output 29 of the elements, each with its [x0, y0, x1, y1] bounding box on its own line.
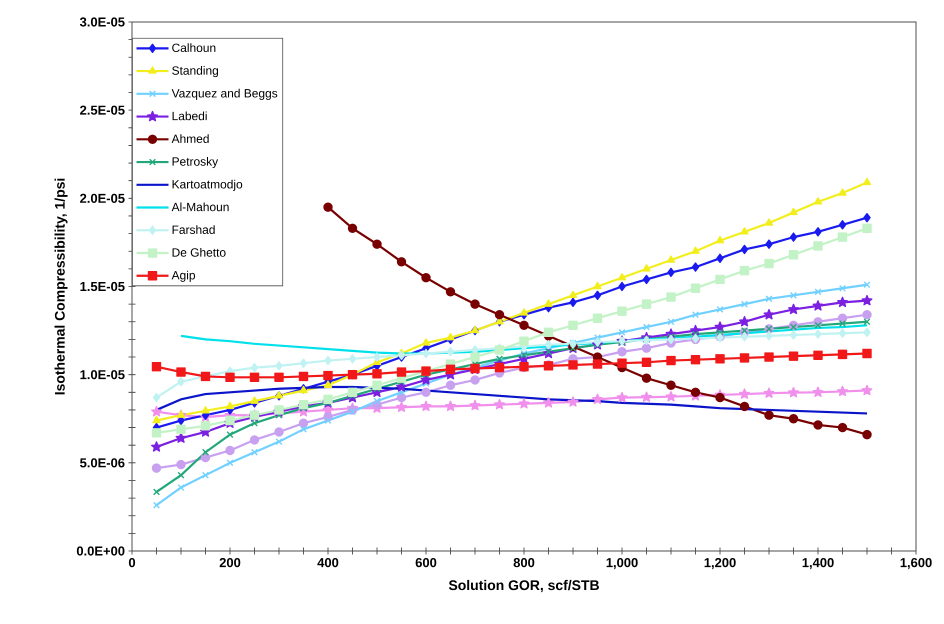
legend-label: Calhoun	[172, 43, 216, 52]
legend-label: Al-Mahoun	[172, 202, 229, 212]
legend-label: Labedi	[172, 111, 207, 120]
legend-label: Standing	[172, 66, 218, 78]
y-tick-label: 2.0E-05	[80, 194, 125, 203]
x-tick-label: 200	[220, 558, 240, 568]
y-tick-label: 5.0E-06	[80, 458, 125, 468]
legend-label: Vazquez and Beggs	[172, 88, 278, 100]
x-tick-label: 800	[514, 558, 534, 568]
x-tick-label: 600	[416, 558, 436, 568]
legend-label: Agip	[172, 270, 196, 282]
y-tick-label: 2.5E-05	[80, 106, 125, 115]
x-tick-label: 1,000	[606, 558, 638, 570]
y-tick-label: 1.5E-05	[80, 282, 125, 292]
x-tick-label: 1,200	[704, 558, 736, 570]
legend-label: Kartoatmodjo	[172, 180, 242, 191]
y-tick-label: 1.0E-05	[80, 370, 125, 380]
legend-label: De Ghetto	[172, 248, 226, 257]
x-tick-label: 1,400	[802, 558, 834, 570]
y-tick-label: 0.0E+00	[76, 546, 124, 556]
y-axis-title: Isothermal Compressibility, 1/psi	[54, 178, 68, 394]
legend-label: Ahmed	[172, 134, 209, 143]
x-tick-label: 400	[317, 558, 338, 568]
y-tick-label: 3.0E-05	[80, 17, 125, 27]
x-axis-title: Solution GOR, scf/STB	[448, 580, 599, 592]
legend-label: Petrosky	[172, 156, 218, 168]
x-tick-label: 0	[128, 558, 136, 568]
legend-label: Farshad	[172, 225, 215, 234]
x-tick-label: 1,600	[900, 558, 932, 570]
